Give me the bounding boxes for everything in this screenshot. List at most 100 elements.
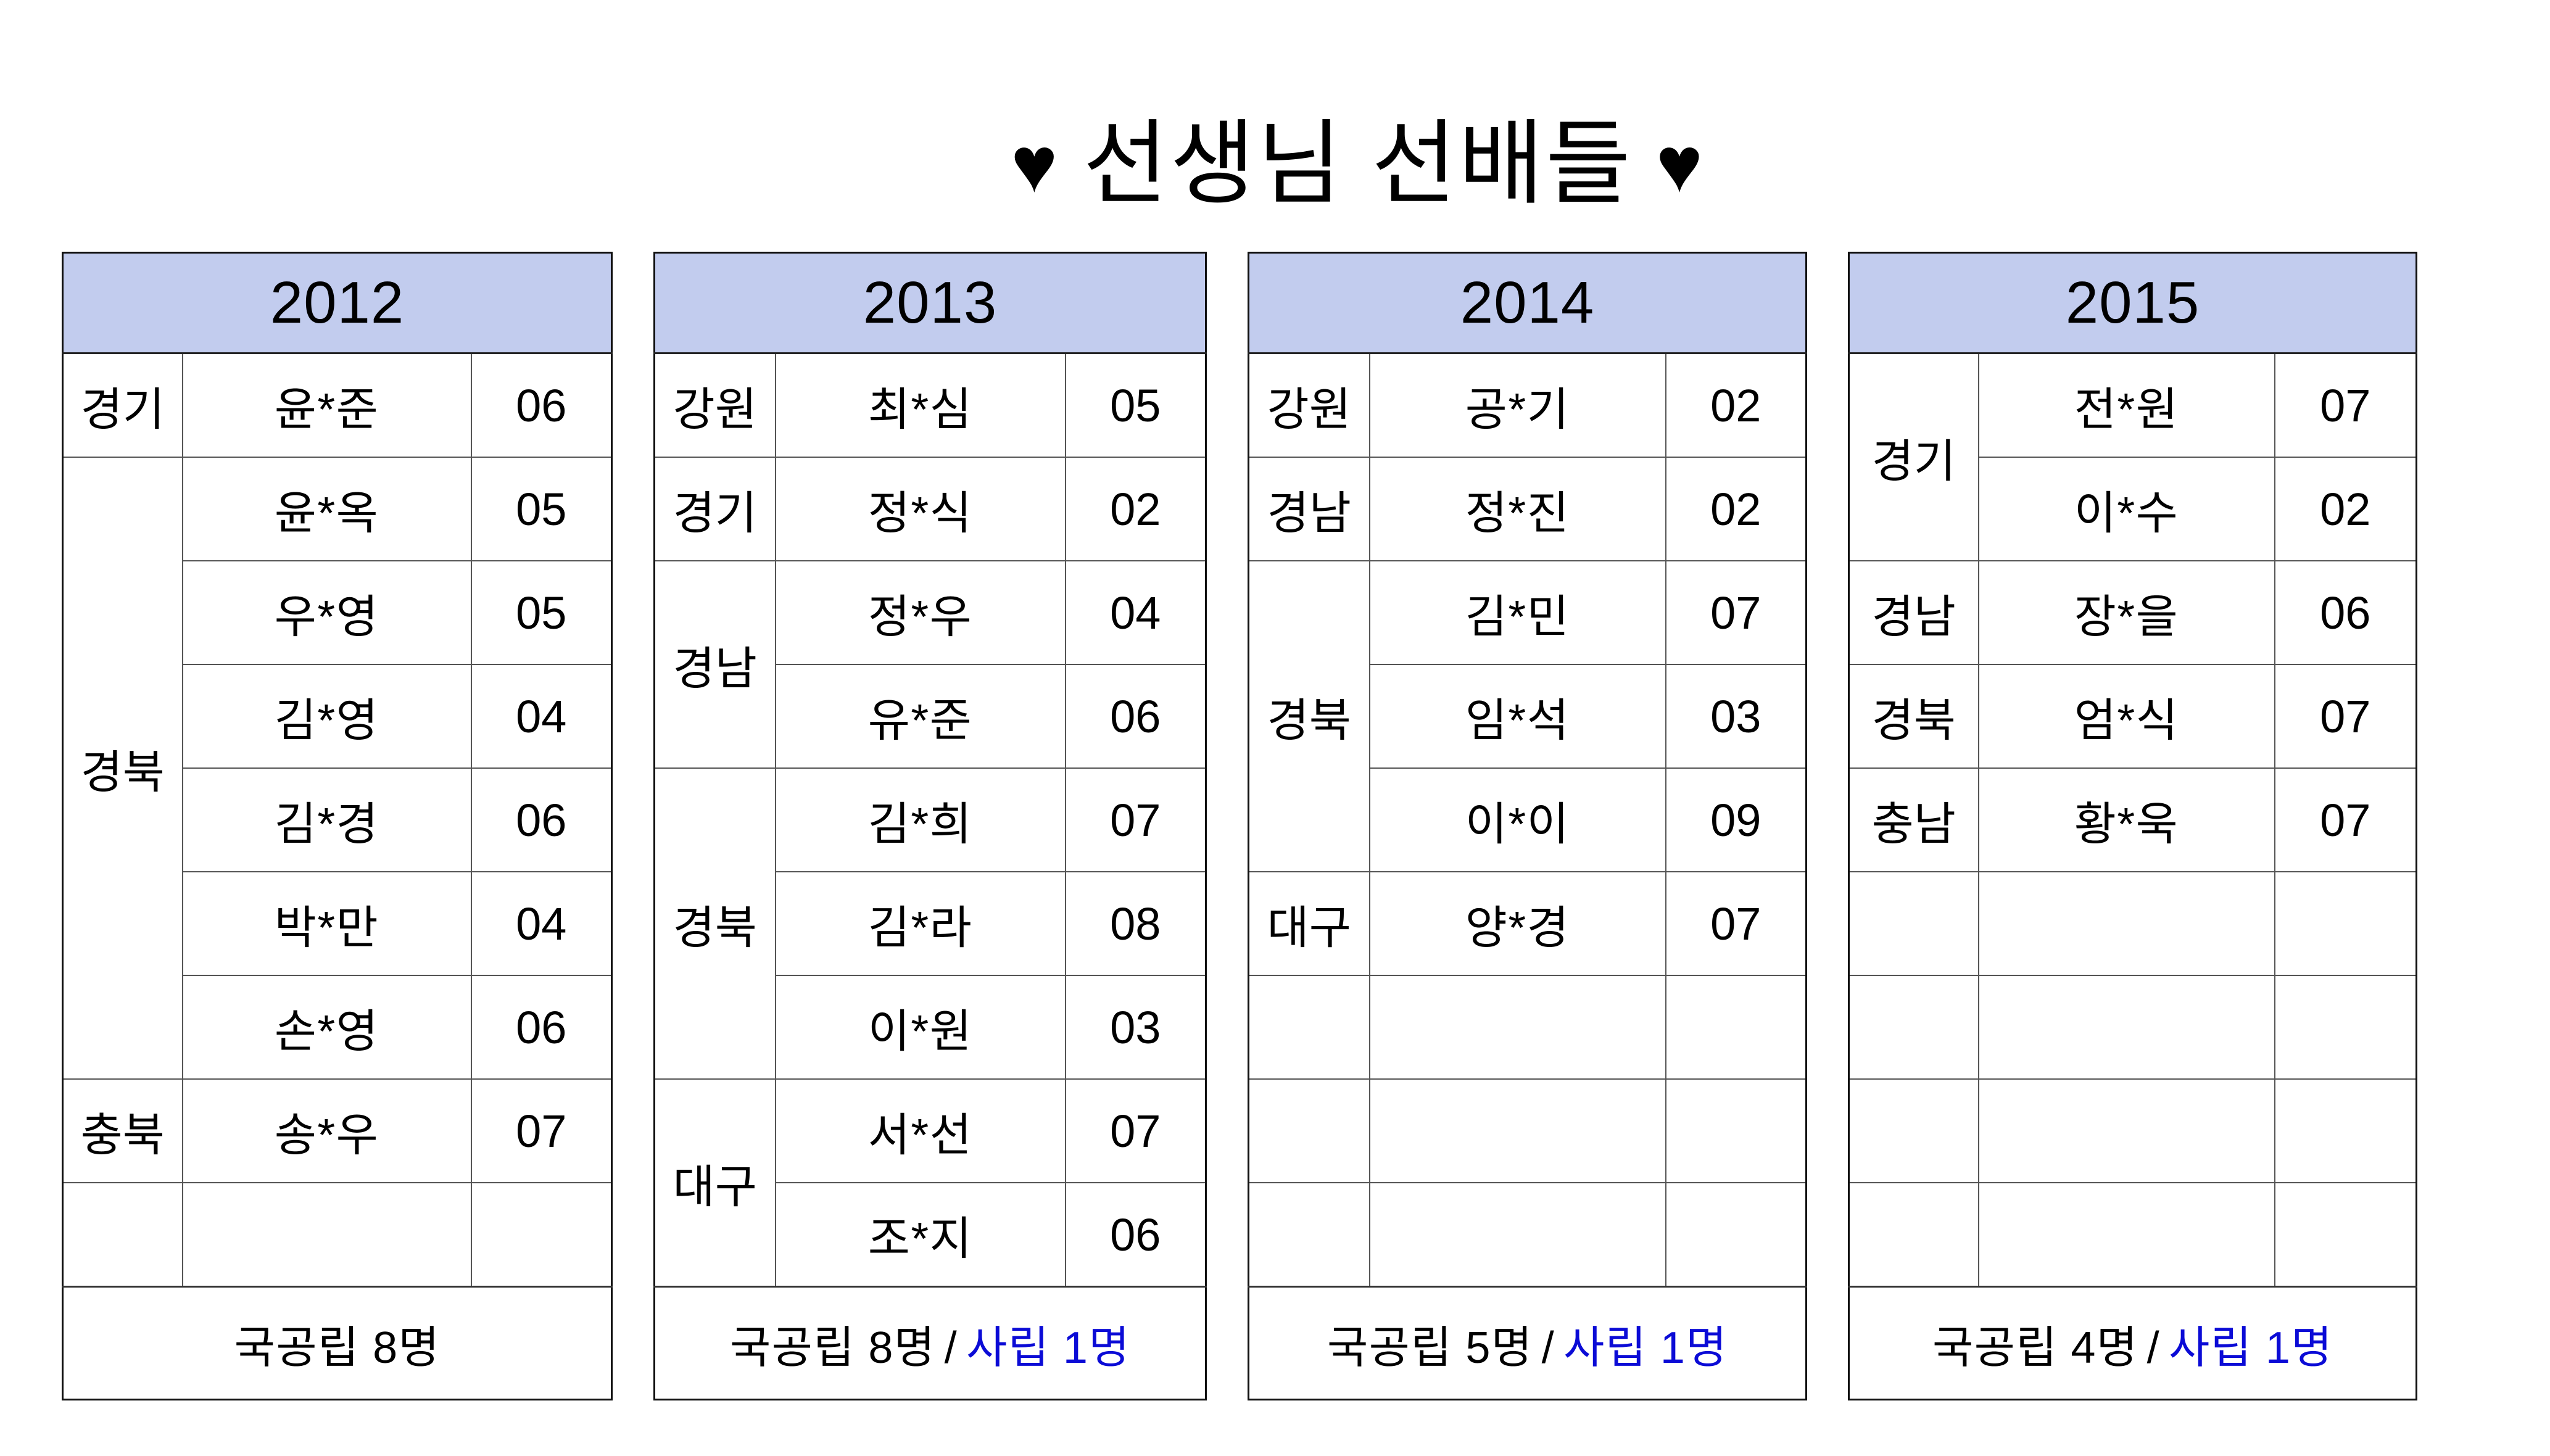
number-cell: 04 xyxy=(470,664,613,769)
region-cell-empty xyxy=(1848,1182,1979,1288)
name-cell: 엄*식 xyxy=(1977,664,2275,769)
year-table-wrapper-2015: 2015 경기 전*원 07 이*수 02 경남 장*을 06 경북 엄*식 07 충남 황*욱 07 국공립… xyxy=(1848,252,2417,1400)
region-cell: 경기 xyxy=(1848,352,1979,561)
name-cell-empty xyxy=(1977,975,2275,1080)
name-cell: 정*우 xyxy=(774,560,1066,665)
number-cell: 06 xyxy=(470,975,613,1080)
name-cell: 윤*준 xyxy=(181,352,472,458)
number-cell: 06 xyxy=(470,352,613,458)
number-cell-empty xyxy=(2274,975,2417,1080)
number-cell: 06 xyxy=(1064,1182,1207,1288)
summary-cell: 국공립 5명 / 사립 1명 xyxy=(1248,1286,1807,1400)
summary-row: 국공립 4명 / 사립 1명 xyxy=(1848,1286,2417,1400)
name-cell: 박*만 xyxy=(181,871,472,976)
name-cell: 장*을 xyxy=(1977,560,2275,665)
public-count-label: 국공립 8명 xyxy=(234,1323,441,1373)
table-row: 경남 정*우 04 xyxy=(653,560,1207,769)
number-cell: 07 xyxy=(1064,1078,1207,1183)
name-cell: 전*원 xyxy=(1977,352,2275,458)
table-row: 충북 송*우 07 xyxy=(62,1078,613,1183)
name-cell: 김*희 xyxy=(774,767,1066,872)
name-cell: 김*민 xyxy=(1368,560,1666,665)
page-title-text: 선생님 선배들 xyxy=(1083,112,1633,215)
number-cell: 09 xyxy=(1665,767,1807,872)
public-count-label: 국공립 5명 xyxy=(1327,1323,1533,1373)
table-row: 경기 윤*준 06 xyxy=(62,352,613,458)
name-cell-empty xyxy=(1977,1182,2275,1288)
table-row xyxy=(1248,1182,1807,1288)
number-cell-empty xyxy=(1665,1078,1807,1183)
year-header-label: 2013 xyxy=(653,252,1207,354)
name-cell: 최*심 xyxy=(774,352,1066,458)
table-row: 대구 양*경 07 xyxy=(1248,871,1807,976)
year-table-wrapper-2013: 2013 강원 최*심 05 경기 정*식 02 경남 정*우 04 유*준 06 경북 김*희 07 김*라… xyxy=(653,252,1207,1400)
table-row: 대구 서*선 07 xyxy=(653,1078,1207,1288)
year-header-row: 2015 xyxy=(1848,252,2417,354)
summary-row: 국공립 8명 xyxy=(62,1286,613,1400)
table-row: 김*경 06 xyxy=(63,767,613,872)
region-cell: 대구 xyxy=(653,1078,776,1288)
table-row: 박*만 04 xyxy=(63,871,613,976)
table-row: 유*준 06 xyxy=(655,664,1207,769)
region-cell: 충북 xyxy=(62,1078,183,1183)
number-cell: 02 xyxy=(1064,457,1207,561)
public-count-label: 국공립 8명 xyxy=(729,1323,936,1373)
private-count-label: 사립 1명 xyxy=(966,1323,1131,1373)
region-cell-empty xyxy=(1248,975,1370,1080)
year-header-row: 2013 xyxy=(653,252,1207,354)
year-table-2012: 2012 경기 윤*준 06 경북 윤*옥 05 우*영 05 김*영 04 김*경 06 박*만 04 손*… xyxy=(62,252,613,1400)
year-table-2013: 2013 강원 최*심 05 경기 정*식 02 경남 정*우 04 유*준 06 경북 김*희 07 김*라… xyxy=(653,252,1207,1400)
table-row xyxy=(62,1182,613,1288)
private-count-label: 사립 1명 xyxy=(1563,1323,1728,1373)
year-header-row: 2012 xyxy=(62,252,613,354)
region-cell: 경북 xyxy=(653,767,776,1080)
number-cell: 02 xyxy=(2274,457,2417,561)
name-cell: 김*경 xyxy=(181,767,472,872)
title-bar: ♥ 선생님 선배들 ♥ xyxy=(0,0,2550,210)
region-cell: 강원 xyxy=(1248,352,1370,458)
number-cell: 07 xyxy=(1665,871,1807,976)
table-row: 우*영 05 xyxy=(63,560,613,665)
region-cell-empty xyxy=(62,1182,183,1288)
table-row: 김*라 08 xyxy=(655,871,1207,976)
number-cell-empty xyxy=(470,1182,613,1288)
number-cell: 07 xyxy=(2274,352,2417,458)
table-row xyxy=(1848,871,2417,976)
summary-separator: / xyxy=(944,1323,958,1373)
year-header-label: 2014 xyxy=(1248,252,1807,354)
name-cell: 이*원 xyxy=(774,975,1066,1080)
summary-cell: 국공립 8명 xyxy=(62,1286,613,1400)
number-cell: 05 xyxy=(1064,352,1207,458)
number-cell: 04 xyxy=(470,871,613,976)
heart-icon-right: ♥ xyxy=(1655,120,1705,209)
table-row: 충남 황*욱 07 xyxy=(1848,767,2417,872)
summary-cell: 국공립 8명 / 사립 1명 xyxy=(653,1286,1207,1400)
year-table-2015: 2015 경기 전*원 07 이*수 02 경남 장*을 06 경북 엄*식 07 충남 황*욱 07 국공립… xyxy=(1848,252,2417,1400)
name-cell: 정*식 xyxy=(774,457,1066,561)
table-row: 경북 엄*식 07 xyxy=(1848,664,2417,769)
table-row xyxy=(1248,975,1807,1080)
table-row: 임*석 03 xyxy=(1249,664,1807,769)
number-cell: 07 xyxy=(470,1078,613,1183)
year-header-row: 2014 xyxy=(1248,252,1807,354)
number-cell-empty xyxy=(2274,871,2417,976)
number-cell: 07 xyxy=(1665,560,1807,665)
table-row xyxy=(1848,1182,2417,1288)
number-cell: 06 xyxy=(1064,664,1207,769)
table-row: 경남 정*진 02 xyxy=(1248,457,1807,561)
summary-separator: / xyxy=(2146,1323,2161,1373)
name-cell: 조*지 xyxy=(774,1182,1066,1288)
year-table-wrapper-2014: 2014 강원 공*기 02 경남 정*진 02 경북 김*민 07 임*석 03 이*이 09 대구 양*경… xyxy=(1248,252,1807,1400)
name-cell: 공*기 xyxy=(1368,352,1666,458)
number-cell: 07 xyxy=(2274,664,2417,769)
name-cell: 김*라 xyxy=(774,871,1066,976)
region-cell: 충남 xyxy=(1848,767,1979,872)
region-cell: 강원 xyxy=(653,352,776,458)
number-cell: 06 xyxy=(470,767,613,872)
region-cell: 경북 xyxy=(62,457,183,1080)
region-cell: 대구 xyxy=(1248,871,1370,976)
name-cell: 윤*옥 xyxy=(181,457,472,561)
number-cell-empty xyxy=(1665,975,1807,1080)
name-cell-empty xyxy=(1977,871,2275,976)
region-cell: 경북 xyxy=(1248,560,1370,872)
